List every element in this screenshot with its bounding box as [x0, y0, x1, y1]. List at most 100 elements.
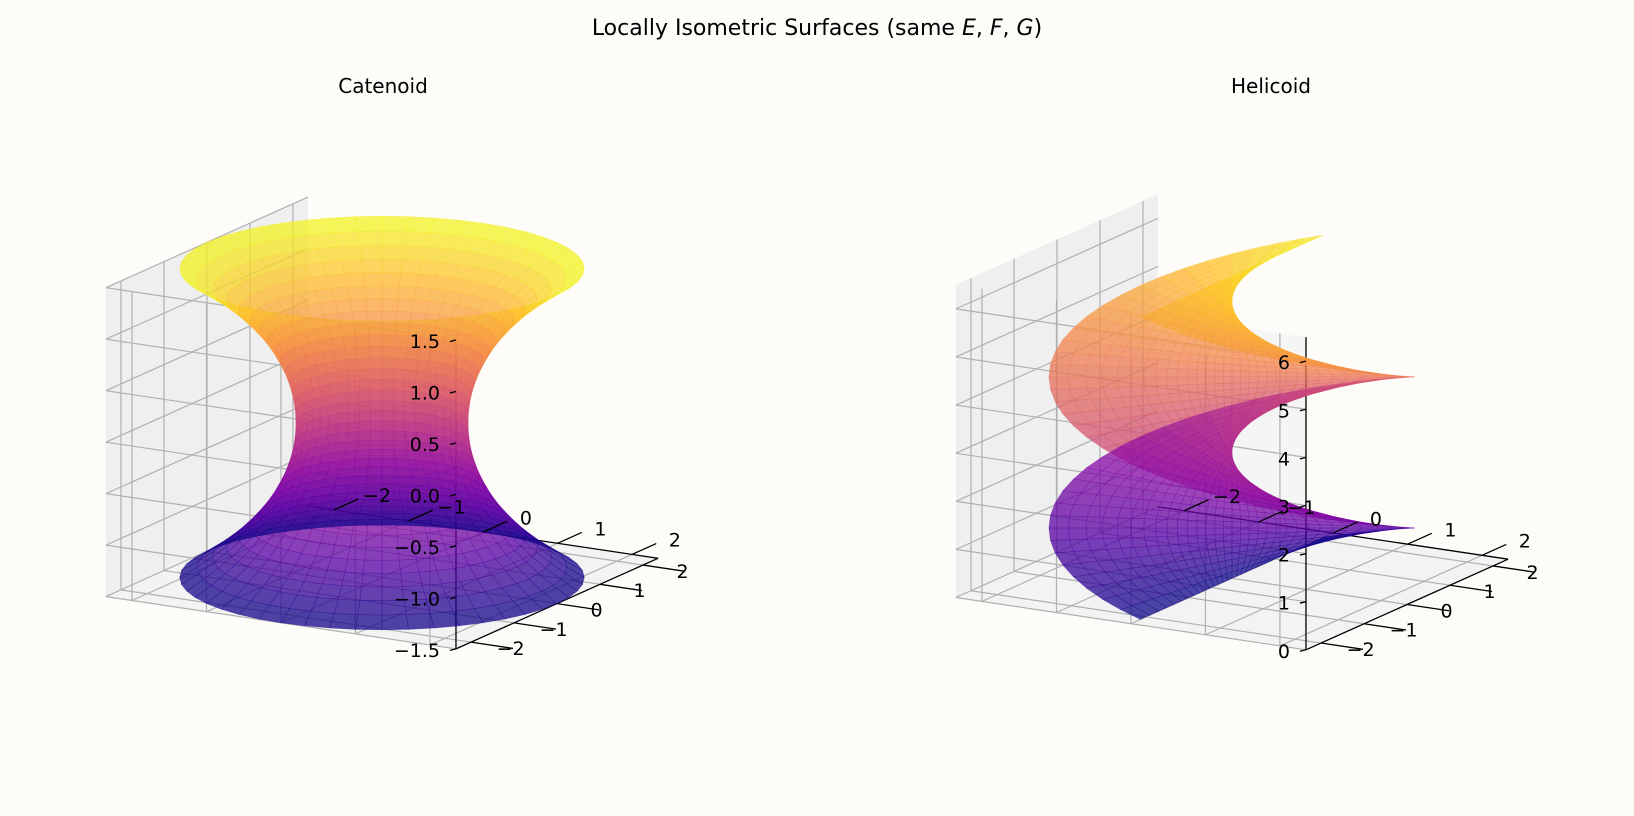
surface-patch	[381, 491, 402, 500]
surface-patch	[1231, 376, 1241, 384]
surface-patch	[1231, 515, 1241, 523]
surface-patch	[1223, 382, 1233, 391]
surface-patch	[1155, 367, 1168, 378]
surface-patch	[1067, 515, 1088, 529]
surface-patch	[329, 613, 359, 630]
surface-patch	[347, 421, 360, 433]
helicoid-title: Helicoid	[1231, 74, 1311, 98]
surface-patch	[1239, 515, 1250, 523]
surface-patch	[393, 346, 408, 359]
y-tick-label: 2	[1519, 531, 1531, 553]
surface-patch	[394, 449, 409, 460]
surface-patch	[349, 475, 368, 486]
surface-patch	[1231, 388, 1241, 397]
surface-patch	[355, 518, 383, 526]
surface-patch	[381, 518, 409, 526]
surface-patch	[392, 400, 405, 413]
surface-patch	[351, 467, 369, 477]
surface-patch	[1196, 534, 1208, 544]
surface-patch	[395, 467, 413, 477]
surface-patch	[355, 215, 383, 232]
surface-patch	[1239, 364, 1250, 372]
surface-patch	[1143, 518, 1157, 529]
catenoid-axes: Catenoid −2 −1 0 1 2 −2 −1 0 1 2 −1.5 −1.0 −0.5 0.0 0.…	[105, 74, 689, 662]
surface-patch	[447, 446, 460, 460]
surface-patch	[1274, 504, 1290, 512]
surface-patch	[328, 382, 340, 396]
surface-patch	[381, 215, 409, 232]
surface-patch	[485, 332, 497, 348]
surface-patch	[348, 390, 361, 403]
surface-patch	[1276, 376, 1288, 382]
x-tick-label: 2	[1527, 562, 1539, 584]
surface-patch	[1223, 350, 1233, 359]
surface-patch	[1176, 368, 1188, 378]
y-tick	[1407, 532, 1433, 545]
z-tick-label: 5	[1278, 400, 1290, 422]
surface-patch	[346, 431, 360, 443]
surface-patch	[512, 231, 544, 251]
surface-patch	[359, 505, 383, 514]
figure-title-text: )	[1034, 16, 1043, 41]
surface-patch	[1144, 385, 1159, 396]
surface-patch	[1285, 376, 1298, 382]
surface-patch	[409, 311, 427, 326]
surface-patch	[381, 430, 395, 441]
surface-patch	[451, 522, 485, 533]
surface-patch	[1197, 390, 1209, 400]
surface-patch	[397, 285, 417, 300]
surface-patch	[381, 310, 398, 324]
surface-patch	[465, 395, 470, 411]
surface-patch	[361, 258, 383, 274]
surface-patch	[338, 391, 350, 405]
surface-patch	[466, 409, 469, 424]
surface-patch	[520, 288, 537, 306]
surface-patch	[393, 430, 407, 442]
surface-patch	[1240, 527, 1250, 535]
surface-patch	[465, 347, 477, 363]
surface-patch	[1214, 355, 1225, 365]
surface-patch	[1101, 365, 1119, 378]
surface-patch	[395, 310, 413, 325]
z-tick	[449, 545, 457, 549]
surface-patch	[337, 412, 350, 425]
surface-patch	[1257, 522, 1268, 529]
surface-patch	[361, 572, 383, 588]
surface-patch	[353, 322, 370, 337]
surface-patch	[381, 410, 394, 422]
surface-patch	[1248, 516, 1259, 523]
surface-patch	[1266, 371, 1278, 378]
surface-patch	[393, 357, 407, 370]
surface-patch	[1116, 366, 1133, 378]
surface-patch	[1231, 382, 1241, 390]
y-tick	[408, 509, 434, 522]
surface-patch	[1256, 365, 1268, 373]
x-tick	[599, 583, 643, 592]
surface-patch	[1048, 376, 1070, 390]
surface-patch	[392, 379, 406, 392]
surface-patch	[1231, 351, 1241, 360]
grid-line	[955, 596, 1307, 651]
surface-patch	[1284, 518, 1298, 525]
surface-patch	[1357, 377, 1377, 381]
surface-patch	[1272, 385, 1286, 392]
z-tick-label: 1	[1278, 593, 1290, 615]
surface-patch	[359, 244, 383, 260]
surface-patch	[462, 434, 470, 449]
surface-patch	[1155, 384, 1170, 395]
surface-patch	[394, 322, 411, 337]
surface-patch	[467, 361, 477, 377]
surface-patch	[370, 410, 383, 422]
surface-patch	[333, 347, 347, 362]
z-tick	[449, 390, 457, 394]
surface-patch	[1186, 376, 1198, 386]
surface-patch	[1223, 540, 1233, 549]
surface-patch	[1255, 511, 1267, 519]
surface-patch	[1048, 515, 1070, 529]
surface-patch	[344, 272, 366, 288]
figure-title-var: F	[990, 16, 1003, 41]
surface-patch	[366, 310, 383, 324]
y-tick-label: −2	[363, 485, 391, 507]
surface-patch	[327, 324, 344, 339]
z-tick-label: 1.0	[410, 382, 440, 404]
